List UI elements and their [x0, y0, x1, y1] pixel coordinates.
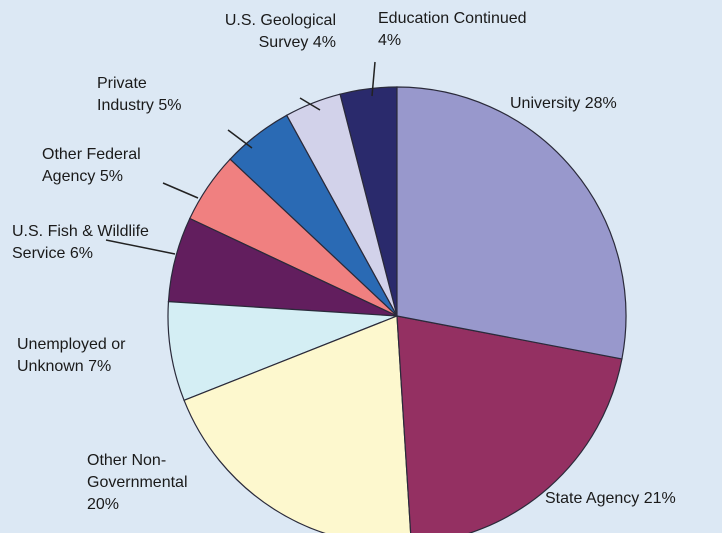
category-label: Private Industry — [97, 75, 154, 114]
value-label: 28% — [584, 95, 617, 112]
pie-slice — [396, 315, 623, 533]
category-label: Other Non-Governmental — [87, 452, 188, 491]
slice-label: Other Non-Governmental 20% — [87, 450, 215, 516]
pie-slice — [396, 86, 627, 360]
category-label: Unemployed or Unknown — [17, 336, 126, 375]
leader-line — [371, 61, 376, 97]
leader-line — [299, 97, 321, 111]
slice-label: Education Continued 4% — [378, 8, 538, 52]
value-label: 7% — [88, 358, 112, 375]
leader-line — [105, 239, 176, 255]
value-label: 20% — [87, 496, 120, 513]
category-label: Other Federal Agency — [42, 146, 141, 185]
slice-label: U.S. Geological Survey 4% — [190, 10, 336, 54]
slice-label: State Agency 21% — [545, 488, 720, 510]
value-label: 5% — [99, 168, 123, 185]
category-label: U.S. Geological Survey — [224, 12, 336, 51]
slice-label: Private Industry 5% — [97, 73, 207, 117]
slice-label: U.S. Fish & Wildlife Service 6% — [12, 221, 160, 265]
category-label: State Agency — [545, 490, 640, 507]
category-label: University — [510, 95, 581, 112]
category-label: U.S. Fish & Wildlife Service — [12, 223, 149, 262]
value-label: 4% — [312, 34, 336, 51]
slice-label: University 28% — [510, 93, 670, 115]
slice-label: Other Federal Agency 5% — [42, 144, 177, 188]
category-label: Education Continued — [378, 10, 527, 27]
value-label: 4% — [378, 32, 402, 49]
leader-line — [162, 182, 199, 199]
value-label: 5% — [158, 97, 182, 114]
leader-line — [227, 129, 253, 149]
value-label: 6% — [69, 245, 93, 262]
slice-label: Unemployed or Unknown 7% — [17, 334, 167, 378]
value-label: 21% — [643, 490, 676, 507]
pie-slice — [183, 315, 412, 533]
